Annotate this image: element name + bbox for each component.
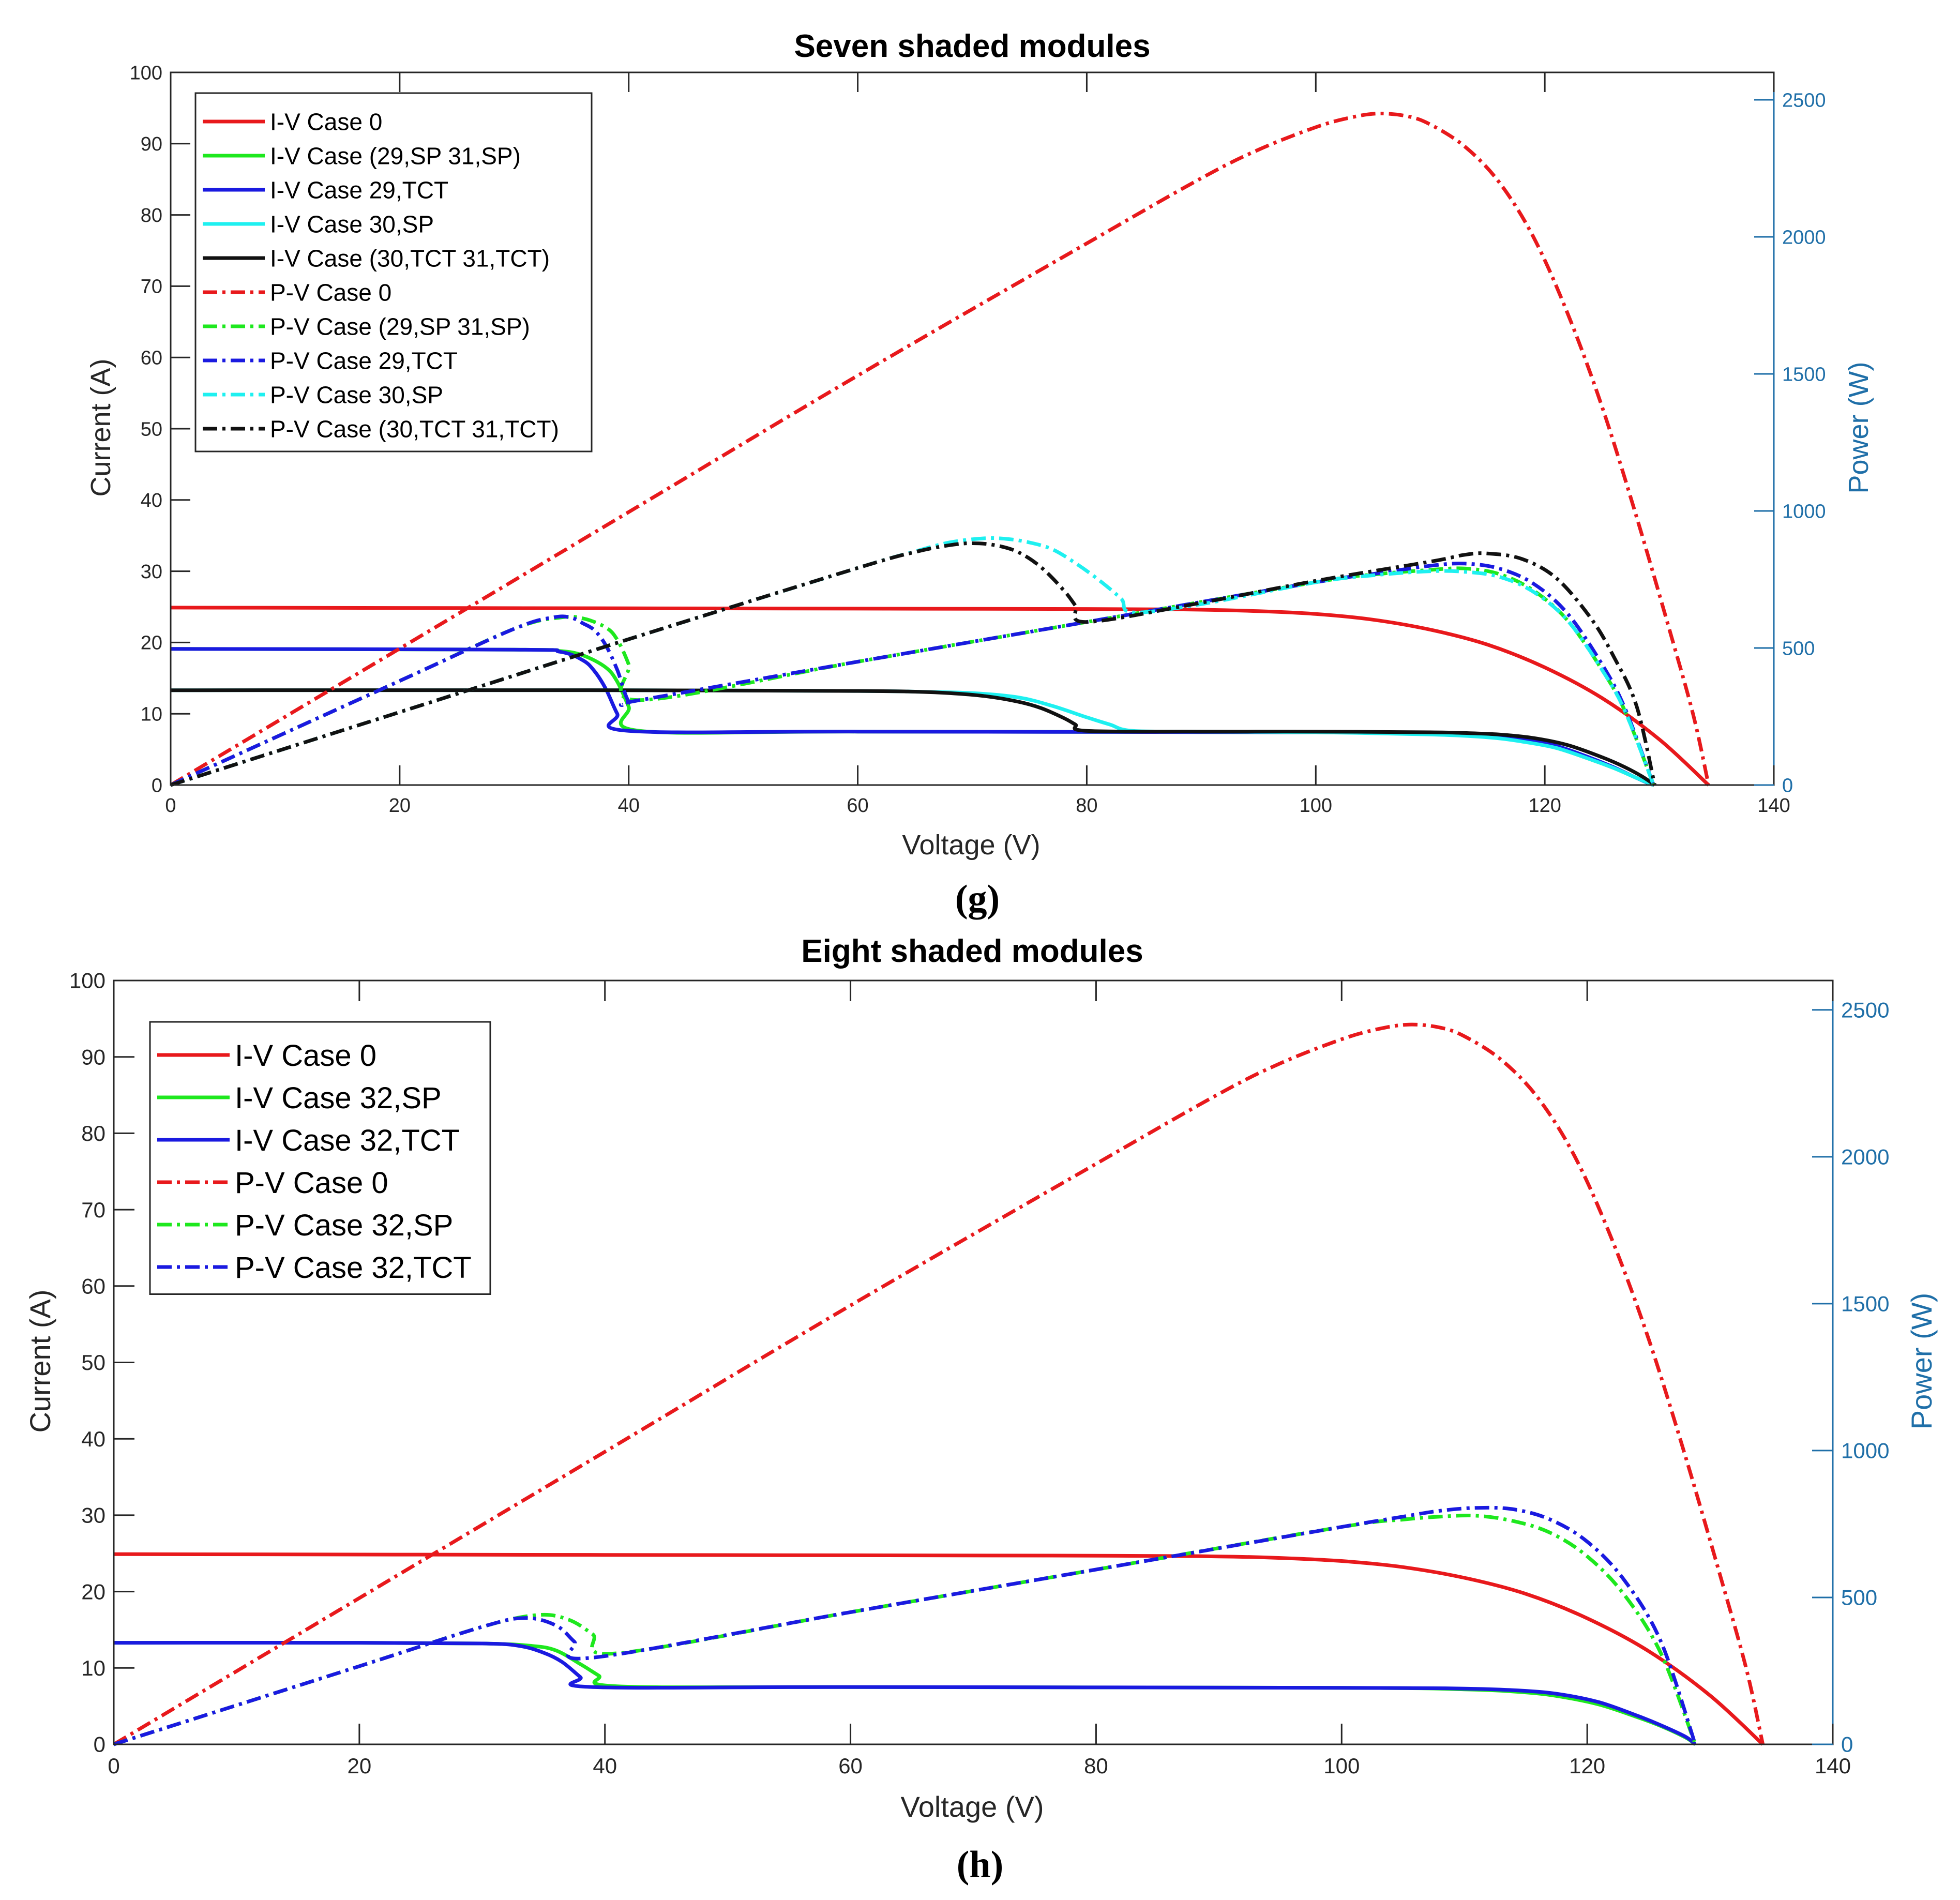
legend-entry-label: P-V Case 29,TCT [270,348,458,374]
legend-box [149,1021,491,1295]
chart-panel-h: Eight shaded modules 0 20 40 60 80 100 120 1400… [24,933,1938,1886]
chart-title: Seven shaded modules [794,28,1150,64]
y-tick-label-right: 500 [1782,638,1815,659]
y-tick-label-left: 70 [141,276,162,298]
series-line-p-v-case-0 [113,1022,1765,1746]
panel-label: (g) [955,878,1000,920]
x-tick-label: 120 [1569,1754,1605,1778]
x-tick-label: 80 [1076,795,1097,817]
legend-entry-label: P-V Case 32,SP [235,1209,453,1242]
legend-entry-label: I-V Case 32,SP [235,1081,442,1115]
y-tick-label-right: 2000 [1841,1145,1889,1169]
y-tick-label-right: 500 [1841,1586,1877,1610]
legend-entry-label: I-V Case 29,TCT [270,177,448,204]
chart-title: Eight shaded modules [801,933,1143,969]
x-axis-label: Voltage (V) [902,830,1040,861]
y-tick-label-left: 0 [152,775,162,796]
legend-entry-label: P-V Case 0 [235,1166,388,1200]
legend-entry-label: I-V Case 0 [270,109,382,135]
legend-entry-label: I-V Case (30,TCT 31,TCT) [270,245,550,272]
x-tick-label: 100 [1323,1754,1360,1778]
legend-entry-label: P-V Case (30,TCT 31,TCT) [270,416,559,443]
y-tick-label-left: 30 [81,1503,105,1528]
x-tick-label: 40 [593,1754,617,1778]
y-tick-label-left: 60 [141,348,162,369]
y-tick-label-left: 50 [81,1350,105,1375]
y-tick-label-right: 1500 [1841,1292,1889,1316]
x-tick-label: 140 [1757,795,1790,817]
y-tick-label-right: 2500 [1782,89,1826,111]
y-tick-label-left: 10 [141,704,162,726]
y-tick-label-left: 10 [81,1656,105,1680]
x-tick-label: 60 [847,795,868,817]
series-line-p-v-case-32-tct [113,1505,1697,1746]
x-tick-label: 100 [1300,795,1332,817]
series-line-i-v-case-32-tct [113,1640,1697,1746]
y-tick-label-left: 100 [69,969,105,993]
x-tick-label: 20 [347,1754,371,1778]
legend-entry-label: I-V Case (29,SP 31,SP) [270,143,521,170]
y-tick-label-left: 50 [141,418,162,440]
legend-entry-label: I-V Case 0 [235,1039,376,1073]
y-tick-label-left: 80 [141,205,162,227]
y-tick-label-left: 90 [141,133,162,155]
legend-entry-label: P-V Case 0 [270,279,391,306]
y-axis-label-right: Power (W) [1905,1293,1938,1429]
series-line-i-v-case-0 [170,606,1710,787]
x-tick-label: 80 [1084,1754,1108,1778]
legend-entry-label: P-V Case 30,SP [270,382,443,409]
y-tick-label-right: 0 [1841,1732,1853,1757]
x-tick-label: 20 [389,795,411,817]
series-line-i-v-case-30-tct-31-tct [170,688,1656,787]
x-tick-label: 40 [618,795,640,817]
y-tick-label-right: 0 [1782,775,1793,796]
y-tick-label-left: 40 [81,1427,105,1451]
y-axis-label-left: Current (A) [85,358,116,496]
y-tick-label-left: 100 [130,62,162,84]
y-tick-label-left: 30 [141,561,162,583]
y-tick-label-left: 90 [81,1045,105,1069]
x-tick-label: 120 [1528,795,1561,817]
legend-box [194,92,593,453]
y-tick-label-right: 1000 [1782,501,1826,522]
legend-entry-label: P-V Case 32,TCT [235,1251,472,1285]
panel-label: (h) [957,1844,1003,1886]
y-tick-label-left: 40 [141,490,162,511]
y-tick-label-left: 60 [81,1274,105,1299]
y-tick-label-left: 20 [81,1579,105,1604]
y-tick-label-right: 2500 [1841,998,1889,1022]
y-tick-label-right: 1500 [1782,364,1826,385]
series-line-i-v-case-0 [113,1552,1765,1746]
x-axis-label: Voltage (V) [900,1790,1044,1823]
series-line-p-v-case-0 [170,111,1711,787]
x-tick-label: 0 [108,1754,119,1778]
y-tick-label-left: 0 [94,1732,105,1757]
series-line-p-v-case-29-tct [170,562,1655,787]
x-tick-label: 60 [838,1754,863,1778]
y-tick-label-left: 20 [141,632,162,654]
legend-entry-label: P-V Case (29,SP 31,SP) [270,313,530,340]
y-tick-label-left: 70 [81,1198,105,1222]
x-tick-label: 140 [1815,1754,1851,1778]
series-line-p-v-case-29-sp-31-sp [170,566,1655,787]
x-tick-label: 0 [165,795,176,817]
y-tick-label-right: 2000 [1782,227,1826,248]
y-axis-label-left: Current (A) [24,1290,56,1433]
y-axis-label-right: Power (W) [1843,362,1874,494]
legend-entry-label: I-V Case 30,SP [270,211,434,238]
legend-entry-label: I-V Case 32,TCT [235,1124,460,1157]
chart-panel-g: Seven shaded modules 0 20 40 60 80 100 120 1400… [85,28,1874,920]
y-tick-label-left: 80 [81,1121,105,1145]
y-tick-label-right: 1000 [1841,1439,1889,1463]
